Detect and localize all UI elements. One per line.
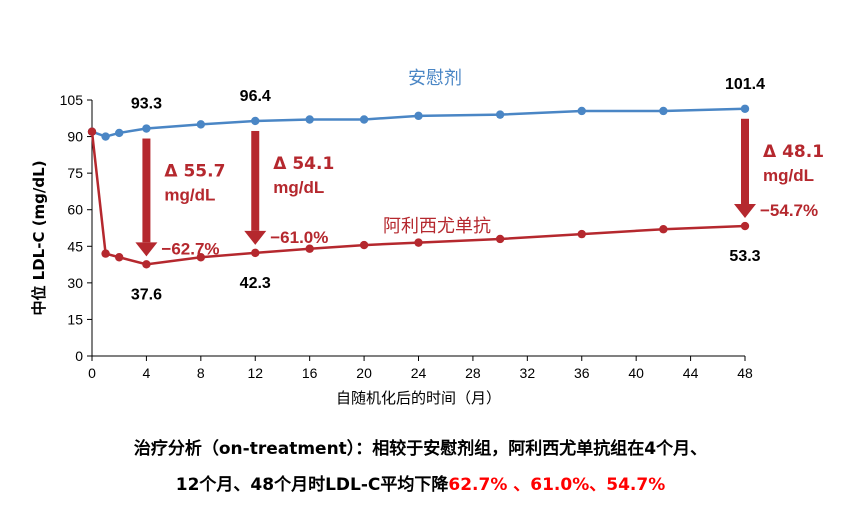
series-name-alirocumab: 阿利西尤单抗 <box>383 216 491 237</box>
y-tick-label: 90 <box>67 129 83 145</box>
delta-value: Δ 54.1 <box>273 154 334 174</box>
series-point-1 <box>740 221 750 231</box>
y-tick-label: 60 <box>67 202 83 218</box>
series-point-0 <box>495 110 505 119</box>
y-tick-label: 30 <box>67 275 83 291</box>
data-label: 53.3 <box>729 248 760 265</box>
x-tick-label: 16 <box>302 365 318 381</box>
y-tick-label: 45 <box>67 238 83 254</box>
caption-highlight: 62.7% 、61.0%、54.7% <box>448 475 666 495</box>
series-point-0 <box>101 132 110 141</box>
series-point-0 <box>659 106 668 116</box>
series-point-0 <box>414 111 423 121</box>
series-point-1 <box>659 225 668 234</box>
series-point-1 <box>495 234 505 244</box>
x-tick-label: 36 <box>574 365 590 381</box>
series-point-1 <box>414 238 423 247</box>
reduction-arrow-head <box>135 242 158 257</box>
data-label: 93.3 <box>131 96 162 113</box>
percent-reduction: −61.0% <box>270 228 328 247</box>
x-axis-title: 自随机化后的时间（月） <box>336 389 501 407</box>
data-label: 96.4 <box>240 88 271 105</box>
caption-line-2-text: 12个月、48个月时LDL-C平均下降 <box>175 475 449 495</box>
x-tick-label: 44 <box>683 365 699 381</box>
data-label: 101.4 <box>725 76 765 93</box>
x-tick-label: 40 <box>628 365 644 381</box>
series-point-0 <box>305 115 314 124</box>
reduction-arrow-head <box>244 230 267 245</box>
delta-unit: mg/dL <box>273 178 324 197</box>
delta-unit: mg/dL <box>763 166 814 185</box>
series-point-1 <box>115 253 124 262</box>
series-point-0 <box>359 115 369 124</box>
chart-series <box>87 104 750 269</box>
x-tick-label: 12 <box>247 365 263 381</box>
percent-reduction: −62.7% <box>161 239 219 258</box>
x-tick-label: 8 <box>197 365 205 381</box>
y-tick-label: 0 <box>75 348 83 364</box>
y-tick-label: 75 <box>67 165 83 181</box>
data-label: 37.6 <box>131 286 162 303</box>
reduction-arrow-shaft <box>142 138 151 243</box>
y-tick-label: 105 <box>60 92 84 108</box>
x-tick-label: 4 <box>143 365 151 381</box>
series-point-0 <box>142 124 151 133</box>
reduction-arrow-head <box>734 204 756 219</box>
series-point-1 <box>142 260 151 269</box>
caption-line-2: 12个月、48个月时LDL-C平均下降62.7% 、61.0%、54.7% <box>0 470 841 495</box>
y-axis-title: 中位 LDL-C (mg/dL) <box>30 160 48 315</box>
series-point-1 <box>251 248 260 258</box>
x-tick-label: 20 <box>356 365 372 381</box>
x-tick-label: 24 <box>411 365 427 381</box>
series-point-1 <box>87 127 97 136</box>
x-tick-label: 28 <box>465 365 481 381</box>
chart-annotations: Δ 55.7 mg/dL −62.7% Δ 54.1 mg/dL −61.0% Δ 48.1… <box>135 118 824 258</box>
reduction-arrow-shaft <box>251 130 260 231</box>
series-point-0 <box>115 128 124 138</box>
delta-value: Δ 48.1 <box>763 142 824 162</box>
y-tick-label: 15 <box>67 311 83 327</box>
x-tick-label: 48 <box>737 365 753 381</box>
x-tick-label: 32 <box>520 365 536 381</box>
delta-unit: mg/dL <box>164 186 215 205</box>
series-point-1 <box>196 253 206 262</box>
reduction-arrow-shaft <box>741 118 749 205</box>
percent-reduction: −54.7% <box>760 201 818 220</box>
series-point-0 <box>740 104 750 113</box>
series-point-0 <box>196 120 206 129</box>
x-tick-label: 0 <box>88 365 96 381</box>
series-point-0 <box>251 116 260 126</box>
data-label: 42.3 <box>240 275 271 292</box>
series-point-1 <box>577 229 586 239</box>
series-point-1 <box>359 240 369 250</box>
caption-line-1: 治疗分析（on-treatment）：相较于安慰剂组，阿利西尤单抗组在4个月、 <box>133 439 708 459</box>
series-point-0 <box>577 106 586 116</box>
delta-value: Δ 55.7 <box>164 162 225 182</box>
series-point-1 <box>101 249 110 258</box>
series-name-placebo: 安慰剂 <box>408 68 462 89</box>
series-point-1 <box>305 244 314 253</box>
